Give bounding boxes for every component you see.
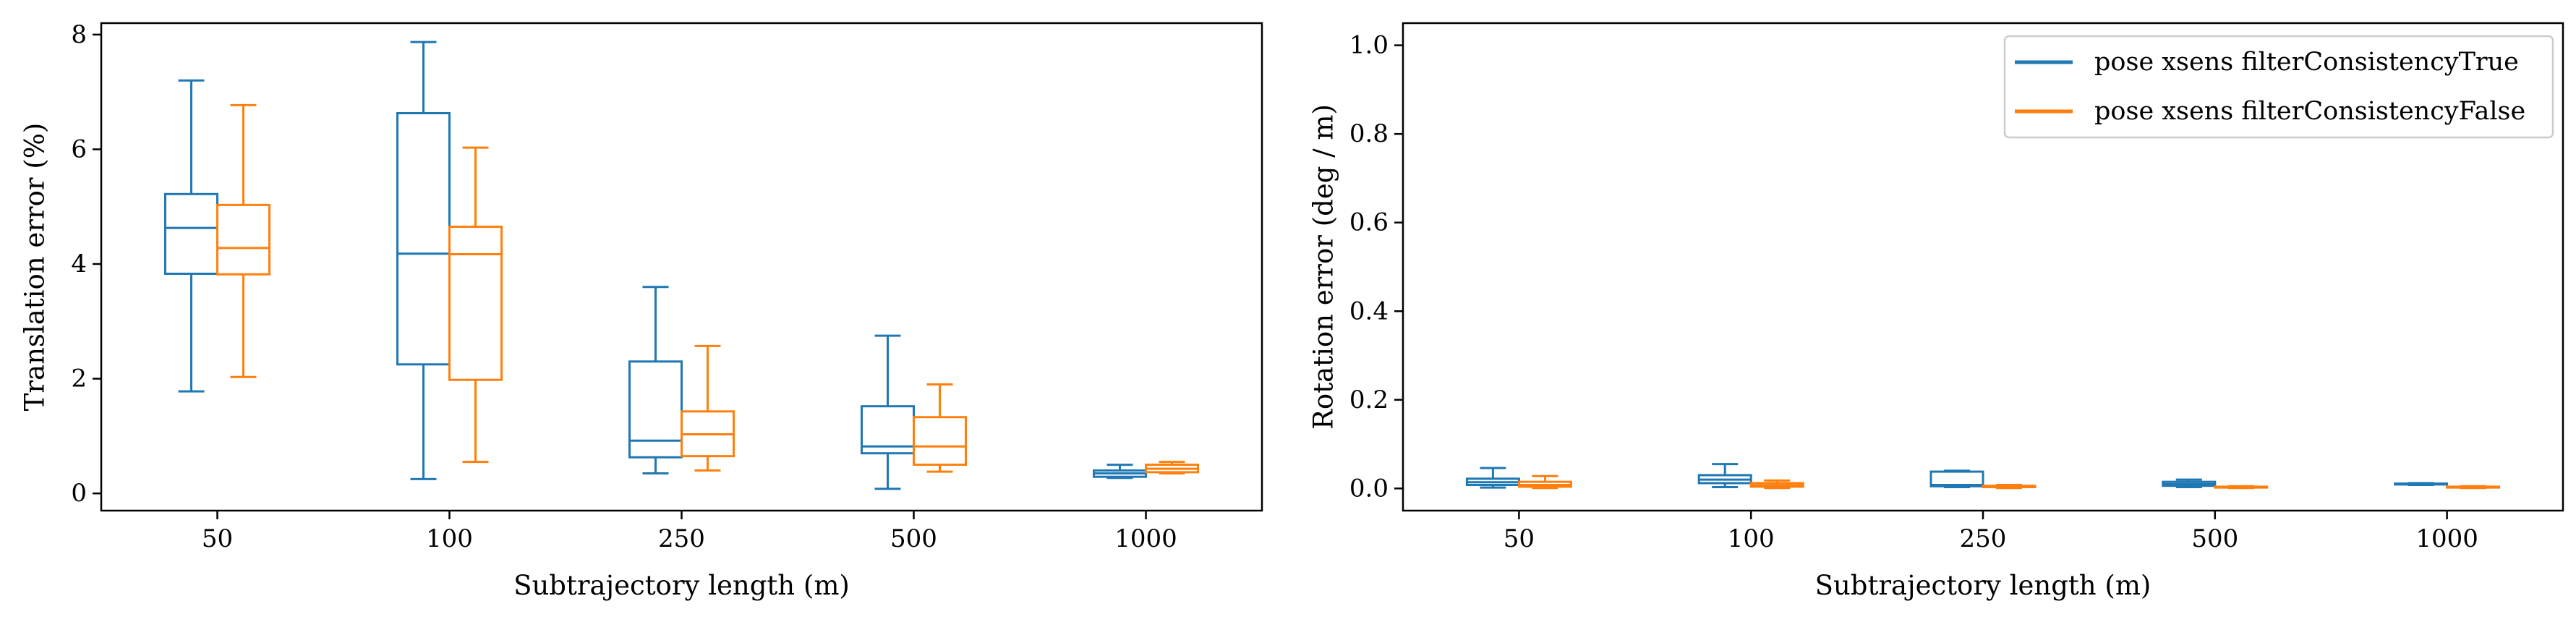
legend-label-1: pose xsens filterConsistencyTrue — [2094, 48, 2519, 77]
y-tick-label: 6 — [71, 135, 87, 163]
x-tick-label: 500 — [890, 524, 937, 553]
y-tick-label: 2 — [71, 365, 87, 393]
box-250 — [1929, 469, 1984, 489]
y-axis-label: Rotation error (deg / m) — [1308, 104, 1339, 430]
box-50 — [216, 103, 270, 378]
y-axis-ticks: 0.0 0.2 0.4 0.6 0.8 1.0 — [1349, 31, 1403, 503]
x-axis-label: Subtrajectory length (m) — [1815, 570, 2151, 601]
box-250 — [628, 286, 683, 474]
chart-panel-2: 0.0 0.2 0.4 0.6 0.8 1.0 50 100 250 500 1000 Subtraj… — [1308, 22, 2564, 601]
x-axis-label: Subtrajectory length (m) — [513, 570, 850, 601]
box-50 — [164, 79, 218, 393]
iqr-box — [164, 192, 218, 276]
box-500 — [861, 334, 915, 490]
series-1 — [1465, 463, 2449, 489]
plot-frame — [1402, 22, 2564, 512]
series-2 — [216, 103, 1199, 474]
legend: pose xsens filterConsistencyTrue pose xse… — [2003, 35, 2554, 139]
x-tick-label: 250 — [1960, 524, 2007, 553]
plot-frame — [100, 22, 1263, 512]
box-100 — [1749, 479, 1804, 490]
y-tick-label: 1.0 — [1349, 31, 1389, 60]
iqr-box — [628, 360, 683, 459]
y-tick-label: 0.8 — [1349, 119, 1389, 148]
box-1000 — [1145, 461, 1199, 474]
box-250 — [1982, 483, 2037, 490]
x-tick-label: 50 — [202, 524, 233, 553]
iqr-box — [448, 225, 503, 381]
box-100 — [448, 146, 503, 464]
legend-frame — [2003, 35, 2554, 139]
box-1000 — [1093, 464, 1147, 480]
legend-label-2: pose xsens filterConsistencyFalse — [2094, 97, 2525, 126]
x-tick-label: 100 — [1728, 524, 1775, 553]
x-tick-label: 100 — [426, 524, 473, 553]
box-50 — [1465, 466, 1520, 489]
box-1000 — [2394, 482, 2449, 486]
box-1000 — [2446, 485, 2501, 490]
box-500 — [2214, 485, 2269, 490]
box-100 — [396, 41, 451, 480]
x-tick-label: 250 — [658, 524, 705, 553]
x-axis-ticks: 50 100 250 500 1000 — [1504, 511, 2478, 553]
y-tick-label: 0 — [71, 479, 87, 508]
y-tick-label: 8 — [71, 20, 87, 49]
iqr-box — [913, 416, 967, 466]
x-tick-label: 1000 — [2415, 524, 2478, 553]
y-tick-label: 0.6 — [1349, 208, 1389, 237]
iqr-box — [216, 203, 270, 276]
y-tick-label: 0.2 — [1349, 385, 1389, 414]
iqr-box — [1929, 470, 1984, 487]
y-tick-label: 4 — [71, 250, 87, 278]
box-250 — [681, 344, 735, 472]
chart-panel-1: 0 2 4 6 8 50 100 250 500 1000 Subtrajectory length… — [20, 20, 1263, 601]
x-tick-label: 500 — [2191, 524, 2238, 553]
x-tick-label: 50 — [1504, 524, 1535, 553]
box-100 — [1697, 463, 1752, 489]
y-axis-label: Translation error (%) — [20, 123, 51, 412]
y-axis-ticks: 0 2 4 6 8 — [71, 20, 101, 508]
iqr-box — [396, 111, 451, 366]
y-tick-label: 0.0 — [1349, 474, 1389, 503]
y-tick-label: 0.4 — [1349, 297, 1389, 325]
series-2 — [1517, 474, 2501, 490]
x-tick-label: 1000 — [1114, 524, 1177, 553]
x-axis-ticks: 50 100 250 500 1000 — [202, 511, 1177, 553]
box-50 — [1517, 474, 1572, 490]
series-1 — [164, 41, 1147, 490]
box-500 — [913, 383, 967, 473]
box-500 — [2162, 478, 2217, 489]
